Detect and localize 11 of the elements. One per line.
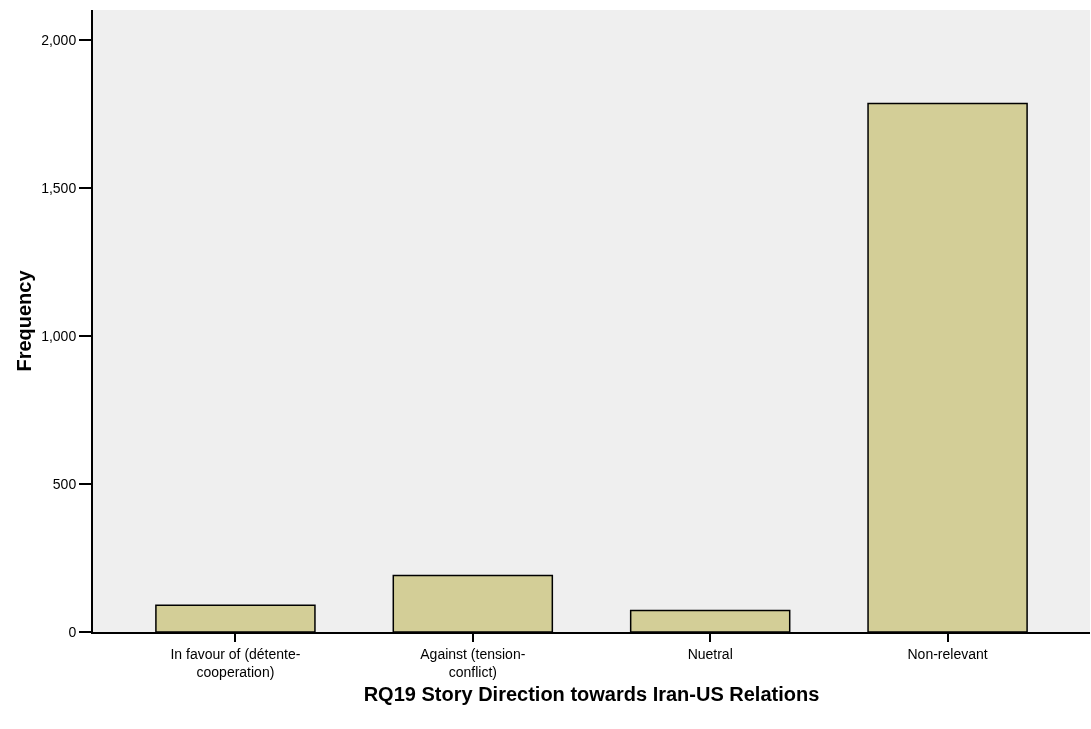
- x-axis-title: RQ19 Story Direction towards Iran-US Relations: [363, 683, 820, 705]
- y-tick-label: 0: [68, 623, 77, 640]
- x-tick-label: Nuetral: [687, 645, 733, 662]
- y-axis-title: Frequency: [13, 269, 36, 372]
- x-tick-label: Against (tension-conflict): [420, 645, 526, 680]
- y-tick-label: 2,000: [41, 31, 77, 48]
- y-tick-label: 500: [52, 475, 77, 492]
- x-tick-label: Non-relevant: [907, 645, 988, 662]
- x-tick-label: In favour of (détente-cooperation): [170, 645, 301, 680]
- y-tick-label: 1,500: [41, 179, 77, 196]
- y-tick-label: 1,000: [41, 327, 77, 344]
